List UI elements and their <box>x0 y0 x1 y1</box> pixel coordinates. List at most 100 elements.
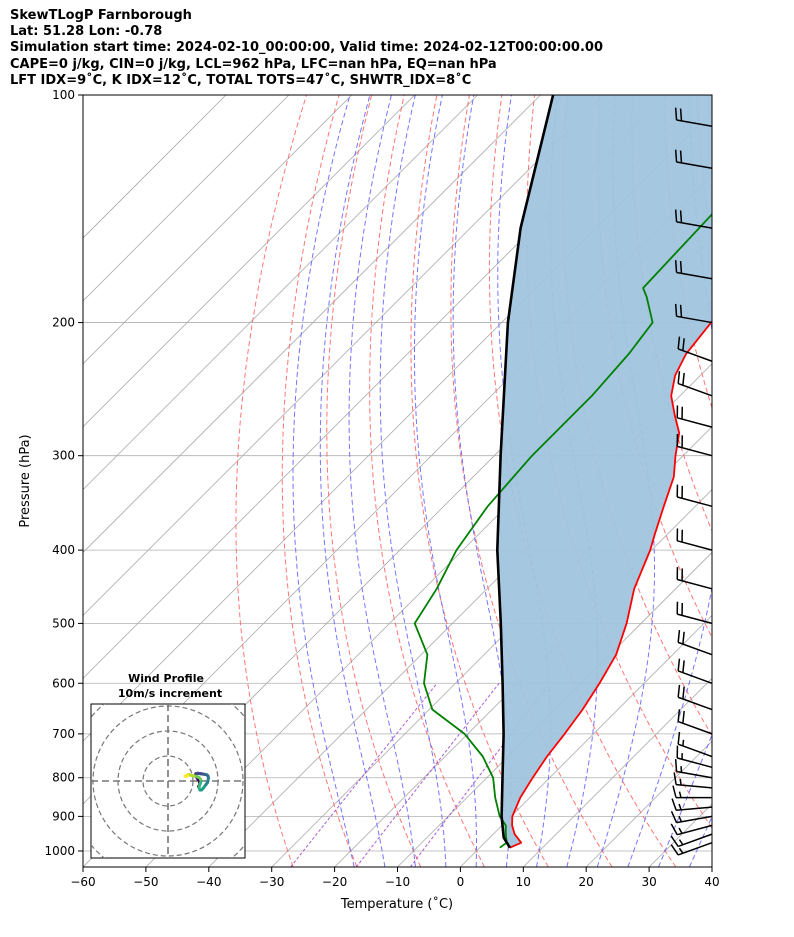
x-tick-label: 10 <box>516 875 531 889</box>
wind-barb-flag <box>679 210 683 223</box>
wind-barb-staff <box>676 815 713 824</box>
wind-barb-flag <box>677 658 681 672</box>
isotherm-line <box>83 95 604 616</box>
chart-title-block: SkewTLogP Farnborough Lat: 51.28 Lon: -0… <box>10 8 603 89</box>
wind-barb <box>670 811 713 824</box>
wind-barb-flag <box>671 798 677 811</box>
wind-barb <box>677 630 713 656</box>
wind-barb <box>677 684 713 711</box>
wind-barb-flag <box>670 844 679 856</box>
wind-barb-flag <box>674 260 678 273</box>
y-tick-label: 600 <box>52 676 75 690</box>
wind-barb <box>676 484 713 508</box>
wind-barb-flag <box>673 772 677 785</box>
wind-barb <box>676 745 713 769</box>
wind-barb-flag <box>670 811 678 823</box>
wind-barb-staff <box>677 743 713 758</box>
moist-adiabat-line <box>348 95 416 867</box>
wind-barb-flag <box>682 660 685 673</box>
wind-barb-staff <box>676 161 713 170</box>
wind-barb-staff <box>677 841 713 856</box>
wind-barb <box>677 709 713 735</box>
wind-barb <box>670 823 713 836</box>
wind-barb-flag <box>670 835 679 847</box>
wind-barb-flag <box>677 684 681 698</box>
wind-barb-half-flag <box>678 827 683 834</box>
moist-adiabat-line <box>452 95 512 867</box>
dry-adiabat-line <box>410 95 549 867</box>
wind-barb-staff <box>676 806 713 812</box>
wind-barb-flag <box>682 686 685 700</box>
y-tick-label: 300 <box>52 449 75 463</box>
profile-lines <box>413 95 712 849</box>
moist-adiabat-line <box>627 95 712 867</box>
y-tick-label: 200 <box>52 316 75 330</box>
simulation-time-line: Simulation start time: 2024-02-10_00:00:… <box>10 40 603 56</box>
isotherm-line <box>83 95 353 365</box>
isotherm-line <box>83 95 290 302</box>
wind-barb-flag <box>674 303 678 317</box>
x-tick-label: −50 <box>133 875 158 889</box>
hodograph-rings <box>91 704 245 858</box>
wind-barb-staff <box>677 720 713 735</box>
moist-adiabat-line <box>379 95 447 867</box>
dry-adiabat-line <box>450 95 613 867</box>
stability-index-line: LFT IDX=9˚C, K IDX=12˚C, TOTAL TOTS=47˚C… <box>10 72 472 88</box>
wind-barb-half-flag <box>678 839 684 846</box>
wind-barb-staff <box>676 221 713 229</box>
isotherm-line <box>83 95 541 554</box>
hodograph-title: Wind Profile <box>128 672 204 685</box>
wind-barb-half-flag <box>678 815 683 823</box>
wind-barb-half-flag <box>679 778 682 786</box>
cape-cin-line: CAPE=0 j/kg, CIN=0 j/kg, LCL=962 hPa, LF… <box>10 56 497 72</box>
wind-barb-flag <box>679 150 683 163</box>
isotherm-line <box>711 866 712 867</box>
wind-barb-staff <box>677 696 713 711</box>
wind-barbs <box>670 107 713 856</box>
cin-area <box>497 95 712 848</box>
wind-barb-staff <box>677 833 713 848</box>
dry-adiabat-line <box>369 95 485 867</box>
y-axis-label: Pressure (hPa) <box>18 434 33 527</box>
wind-barb-flag <box>682 338 685 351</box>
wind-barb <box>674 303 713 324</box>
wind-barb <box>677 336 713 362</box>
wind-barb-staff <box>677 670 713 684</box>
wind-barb-flag <box>672 785 677 798</box>
x-tick-label: 40 <box>704 875 719 889</box>
isotherm-line <box>460 614 712 867</box>
isotherm-line <box>523 677 712 867</box>
wind-barb <box>674 260 713 280</box>
moist-adiabat-line <box>319 95 386 867</box>
wind-barb <box>673 772 713 789</box>
wind-barb-flag <box>677 731 681 745</box>
wind-barb-staff <box>677 382 713 397</box>
mixing-ratio-line <box>290 682 438 867</box>
x-tick-label: −40 <box>196 875 221 889</box>
x-tick-label: −60 <box>70 875 95 889</box>
parcel-line <box>496 95 555 849</box>
wind-barb <box>670 833 713 848</box>
wind-barb-staff <box>676 271 713 280</box>
wind-barb-flag <box>682 372 685 386</box>
wind-barb <box>672 785 712 799</box>
x-axis-label: Temperature (˚C) <box>340 896 453 912</box>
wind-barb-half-flag <box>678 791 682 798</box>
y-tick-label: 700 <box>52 727 75 741</box>
wind-barb-flag <box>674 759 678 772</box>
wind-barb-flag <box>670 823 678 836</box>
wind-barb-flag <box>677 709 681 722</box>
dry-adiabat-line <box>235 95 307 867</box>
wind-barb-half-flag <box>678 847 684 854</box>
wind-barb <box>676 567 713 590</box>
mixing-ratio-line <box>355 682 500 867</box>
x-tick-label: −10 <box>385 875 410 889</box>
wind-barb-staff <box>676 315 713 324</box>
wind-barb-staff <box>676 770 713 779</box>
isotherm-line <box>83 95 478 491</box>
location-line: Lat: 51.28 Lon: -0.78 <box>10 24 163 40</box>
wind-barb-flag <box>682 631 685 645</box>
wind-barb <box>676 528 713 551</box>
wind-barb <box>674 107 713 128</box>
